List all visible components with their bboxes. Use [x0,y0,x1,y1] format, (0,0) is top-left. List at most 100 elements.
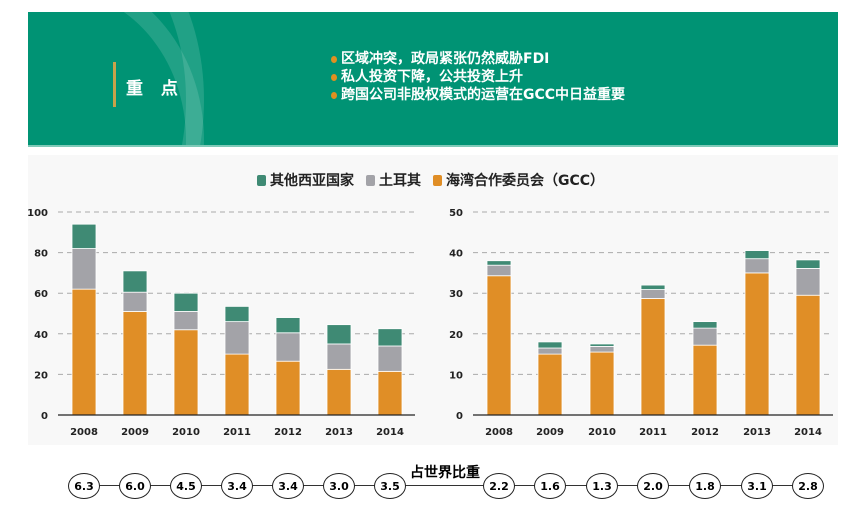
y-tick-label: 20 [449,330,463,341]
bar-other [589,343,615,347]
bullet-icon [331,55,337,63]
share-value-bubble: 3.5 [374,473,406,499]
share-of-world-row: 占世界比重 6.3 6.0 4.5 3.4 3.4 3.0 3.5 2.2 1.6 1.3 2.0 1… [0,460,861,510]
y-tick-label: 20 [34,370,48,381]
share-label: 占世界比重 [410,465,480,481]
y-tick-label: 60 [34,289,48,300]
x-tick-label: 2012 [691,427,719,438]
x-tick-label: 2013 [743,427,771,438]
x-tick-label: 2008 [70,427,98,438]
bar-other [377,328,403,347]
legend-other: 其他西亚国家 [269,173,354,189]
bar-gcc [224,353,250,416]
share-value-bubble: 1.6 [534,473,566,499]
bullet-icon [331,73,337,81]
share-value-bubble: 2.8 [792,473,824,499]
legend: 其他西亚国家 土耳其 海湾合作委员会（GCC） [0,170,861,190]
bar-gcc [795,294,821,416]
accent-bar [113,62,116,107]
bar-turkey [122,291,148,312]
legend-swatch-turkey [365,174,375,186]
x-tick-label: 2014 [376,427,404,438]
y-tick-label: 0 [456,411,463,422]
bar-gcc [275,360,301,416]
bar-gcc [692,344,718,416]
bar-other [173,292,199,312]
bar-other [122,270,148,293]
share-value-bubble: 3.4 [221,473,253,499]
share-value-bubble: 2.0 [637,473,669,499]
share-value-bubble: 1.8 [689,473,721,499]
x-tick-label: 2011 [223,427,251,438]
bar-gcc [377,370,403,416]
legend-turkey: 土耳其 [378,173,421,189]
bar-other [224,305,250,323]
y-tick-label: 0 [41,411,48,422]
x-tick-label: 2012 [274,427,302,438]
bar-turkey [377,345,403,372]
bar-other [71,223,97,249]
share-value-bubble: 3.0 [323,473,355,499]
bar-other [486,260,512,266]
header-title: 重 点 [126,79,184,99]
key-points: 区域冲突，政局紧张仍然威胁FDI 私人投资下降，公共投资上升 跨国公司非股权模式… [331,50,625,104]
share-value-bubble: 6.0 [119,473,151,499]
bar-gcc [122,311,148,416]
bar-gcc [173,329,199,416]
bar-other [795,259,821,269]
x-tick-label: 2009 [536,427,564,438]
bar-turkey [224,321,250,355]
bar-gcc [589,351,615,416]
bar-other [537,341,563,349]
y-tick-label: 40 [34,330,48,341]
bar-turkey [589,345,615,353]
bar-turkey [275,332,301,362]
share-value-bubble: 1.3 [586,473,618,499]
bar-gcc [640,298,666,416]
bar-gcc [537,353,563,416]
bar-turkey [692,327,718,346]
bar-gcc [71,288,97,416]
header-banner: 重 点 区域冲突，政局紧张仍然威胁FDI 私人投资下降，公共投资上升 跨国公司非… [28,12,838,147]
x-tick-label: 2010 [172,427,200,438]
share-value-bubble: 3.1 [741,473,773,499]
bar-other [326,324,352,345]
x-tick-label: 2013 [325,427,353,438]
bar-turkey [326,343,352,370]
y-tick-label: 40 [449,249,463,260]
bar-turkey [640,289,666,299]
x-tick-label: 2008 [485,427,513,438]
y-tick-label: 50 [449,208,463,219]
bar-gcc [744,272,770,416]
x-tick-label: 2014 [794,427,822,438]
share-value-bubble: 2.2 [483,473,515,499]
key-point: 区域冲突，政局紧张仍然威胁FDI [341,51,550,67]
share-value-bubble: 4.5 [170,473,202,499]
bar-turkey [71,248,97,290]
bar-other [275,317,301,334]
bar-gcc [326,368,352,416]
x-tick-label: 2010 [588,427,616,438]
legend-swatch-gcc [432,174,442,186]
bar-other [692,321,718,329]
x-tick-label: 2009 [121,427,149,438]
connector-line [80,485,810,486]
x-tick-label: 2011 [639,427,667,438]
key-point: 跨国公司非股权模式的运营在GCC中日益重要 [341,87,626,103]
y-tick-label: 100 [27,208,48,219]
y-tick-label: 10 [449,370,463,381]
bar-other [640,284,666,290]
bar-turkey [173,311,199,331]
bar-other [744,250,770,260]
legend-gcc: 海湾合作委员会（GCC） [445,173,605,189]
bar-turkey [744,258,770,274]
share-value-bubble: 3.4 [272,473,304,499]
bullet-icon [331,91,337,99]
bar-turkey [795,268,821,296]
legend-swatch-other [256,174,266,186]
bar-gcc [486,275,512,416]
y-tick-label: 80 [34,249,48,260]
y-tick-label: 30 [449,289,463,300]
bar-turkey [486,264,512,277]
